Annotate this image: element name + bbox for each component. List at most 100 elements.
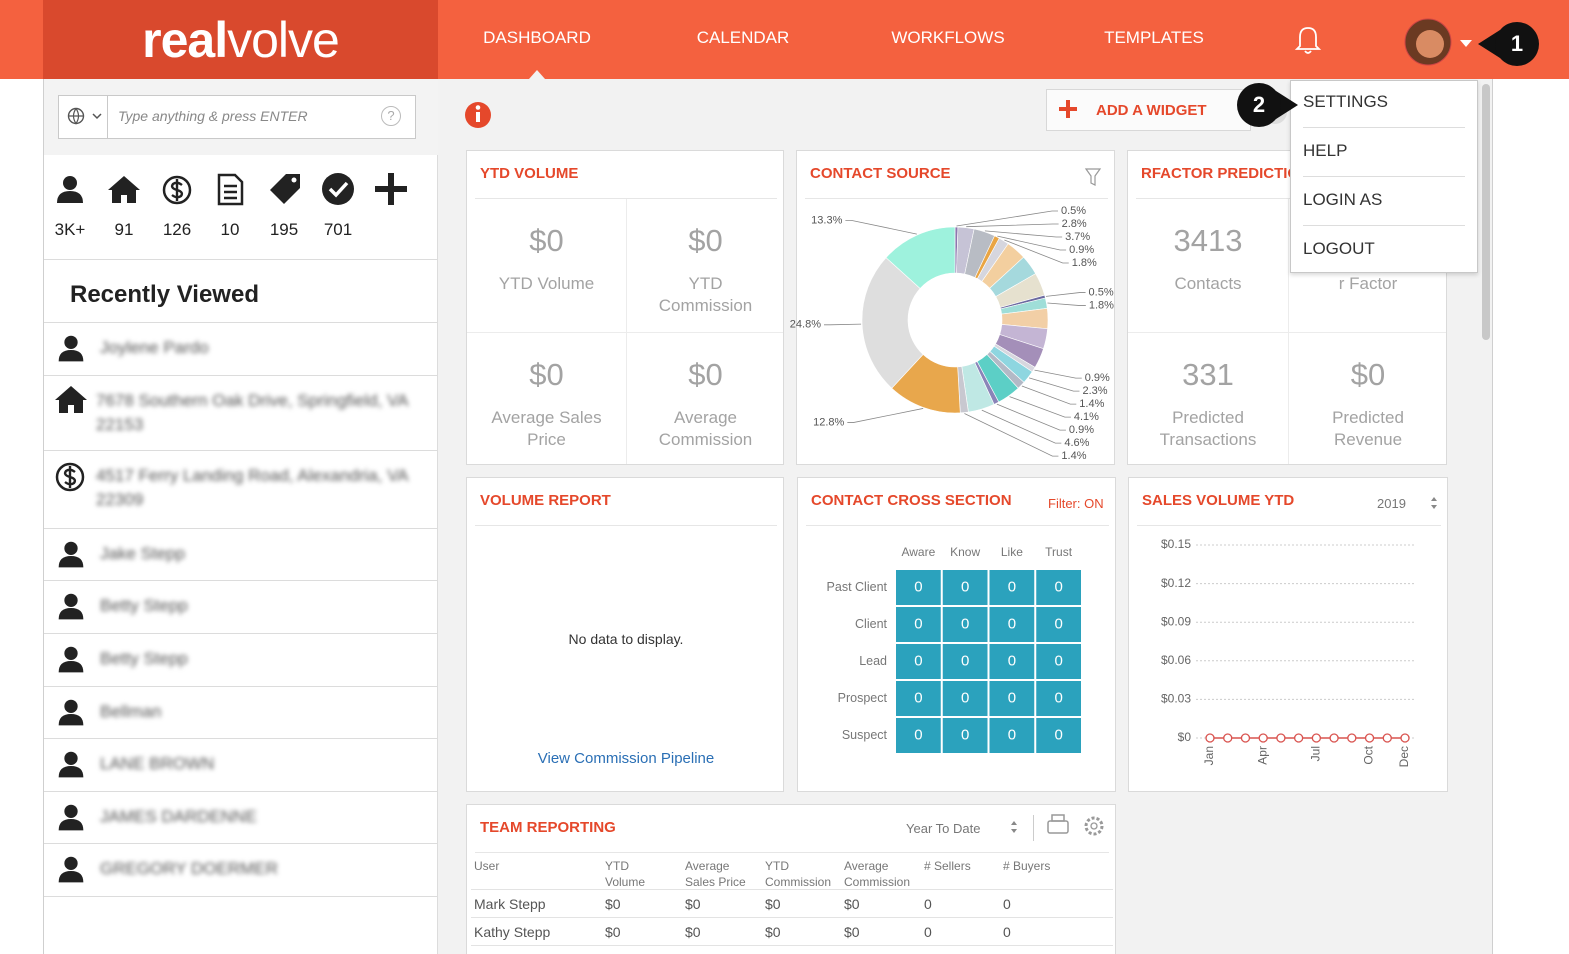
count: 91	[114, 220, 134, 239]
search-divider	[107, 96, 108, 138]
cell-divider	[626, 199, 627, 464]
table-row-divider	[471, 945, 1113, 946]
nav-item[interactable]: WORKFLOWS	[891, 28, 1005, 47]
table-header: Average Sales Price	[685, 859, 746, 889]
row-divider	[44, 450, 438, 451]
recent-item[interactable]: JAMES DARDENNE	[100, 807, 257, 826]
recent-item[interactable]: Betty Stepp	[100, 596, 188, 615]
count: 10	[220, 220, 240, 239]
widget-header-line	[1137, 525, 1441, 526]
row-divider	[44, 633, 438, 634]
add-widget-plus-v	[1066, 100, 1070, 118]
widget-title: TEAM REPORTING	[480, 819, 616, 836]
menu-divider	[1303, 176, 1465, 177]
table-row-divider	[471, 889, 1113, 890]
cell-divider	[1128, 332, 1446, 333]
right-edge	[1492, 79, 1493, 954]
period-select[interactable]: Year To Date	[906, 821, 981, 836]
table-cell: $0	[605, 924, 621, 940]
row-divider	[44, 791, 438, 792]
table-header: # Buyers	[1003, 859, 1051, 873]
table-cell: $0	[685, 896, 701, 912]
empty-message: No data to display.	[568, 631, 684, 647]
widget: RFACTOR PREDICTION 3413 Contacts r Factor 33…	[1127, 150, 1447, 465]
cell-label: YTD Volume	[498, 274, 595, 293]
table-header: Average Commission	[844, 859, 911, 889]
cell-value: $0	[529, 357, 564, 392]
cell-label: Predicted Revenue	[1332, 408, 1404, 449]
pipeline-link[interactable]: View Commission Pipeline	[537, 750, 715, 767]
menu-item[interactable]: SETTINGS	[1303, 92, 1389, 111]
table-cell: 0	[1003, 924, 1011, 940]
widget-header-line	[806, 525, 1109, 526]
cell-label: Average Commission	[658, 408, 753, 449]
row-divider	[44, 686, 438, 687]
table-header: # Sellers	[924, 859, 971, 873]
nav-item[interactable]: TEMPLATES	[1104, 28, 1204, 47]
table-cell: $0	[605, 896, 621, 912]
widget-header-line	[475, 198, 777, 199]
count: 195	[269, 220, 299, 239]
cell-label: Average Sales Price	[491, 408, 602, 449]
recent-item[interactable]: 7678 Southern Oak Drive, Springfield, VA…	[96, 391, 408, 434]
widget: SALES VOLUME YTD 2019	[1128, 477, 1448, 792]
recent-item[interactable]: LANE BROWN	[100, 754, 215, 773]
menu-item[interactable]: HELP	[1303, 141, 1348, 160]
widget-title: YTD VOLUME	[480, 165, 579, 182]
count: 3K+	[54, 220, 86, 239]
widget: VOLUME REPORT No data to display. View Com…	[466, 477, 784, 792]
menu-item[interactable]: LOGOUT	[1303, 239, 1375, 258]
table-cell: $0	[685, 924, 701, 940]
user-menu: SETTINGS HELP LOGIN AS LOGOUT	[1290, 80, 1478, 273]
scrollbar-thumb	[1482, 84, 1490, 340]
recent-item[interactable]: Jake Stepp	[100, 544, 186, 563]
filter-status[interactable]: Filter: ON	[1048, 496, 1104, 511]
widget-title: SALES VOLUME YTD	[1142, 492, 1295, 509]
widget-header-line	[475, 852, 1109, 853]
recently-viewed-title: Recently Viewed	[70, 281, 259, 308]
nav-item[interactable]: DASHBOARD	[483, 28, 591, 47]
year-select[interactable]: 2019	[1377, 496, 1406, 511]
recent-item[interactable]: Betty Stepp	[100, 649, 188, 668]
widget: TEAM REPORTING Year To Date User YTD Volume…	[466, 804, 1116, 954]
table-header: YTD Commission	[765, 859, 832, 889]
table-header: YTD Volume	[605, 859, 646, 889]
cell-value: 3413	[1173, 223, 1243, 258]
table-header: User	[474, 859, 500, 873]
nav-item[interactable]: CALENDAR	[696, 28, 790, 47]
cell-value: 331	[1182, 357, 1234, 392]
widget-title: VOLUME REPORT	[480, 492, 611, 509]
cell-label: Contacts	[1174, 274, 1242, 293]
search-box[interactable]: Type anything & press ENTER?	[58, 95, 416, 139]
logo-area	[43, 0, 438, 79]
row-divider	[44, 580, 438, 581]
table-cell: $0	[765, 896, 781, 912]
table-cell: 0	[924, 924, 932, 940]
left-edge	[43, 79, 44, 954]
recent-item[interactable]: 4517 Ferry Landing Road, Alexandria, VA …	[96, 466, 408, 509]
recent-item[interactable]: Joylene Pardo	[100, 338, 209, 357]
table-cell: $0	[844, 896, 860, 912]
cell-label: r Factor	[1338, 274, 1398, 293]
menu-divider	[1303, 225, 1465, 226]
count: 701	[323, 220, 353, 239]
recent-item[interactable]: GREGORY DOERMER	[100, 859, 278, 878]
cell-value: $0	[688, 357, 723, 392]
row-divider	[44, 843, 438, 844]
logo-bold: real	[142, 12, 228, 68]
widget: YTD VOLUME $0 YTD Volume $0 YTD Commission $0…	[466, 150, 784, 465]
logo-light: volve	[227, 12, 340, 68]
widget-header-line	[1136, 198, 1440, 199]
recent-item[interactable]: Bellman	[100, 702, 162, 721]
add-widget-button[interactable]: ADD A WIDGET	[1046, 89, 1251, 131]
sidebar	[44, 79, 438, 954]
cell-value: $0	[529, 223, 564, 258]
cell-label: YTD Commission	[658, 274, 753, 315]
widget-title: RFACTOR PREDICTION	[1141, 165, 1310, 182]
add-widget-label: ADD A WIDGET	[1096, 102, 1207, 119]
menu-divider	[1303, 127, 1465, 128]
row-divider	[44, 322, 438, 323]
search-help: ?	[381, 106, 401, 126]
menu-item[interactable]: LOGIN AS	[1303, 190, 1383, 209]
cell-label: Predicted Transactions	[1159, 408, 1257, 449]
